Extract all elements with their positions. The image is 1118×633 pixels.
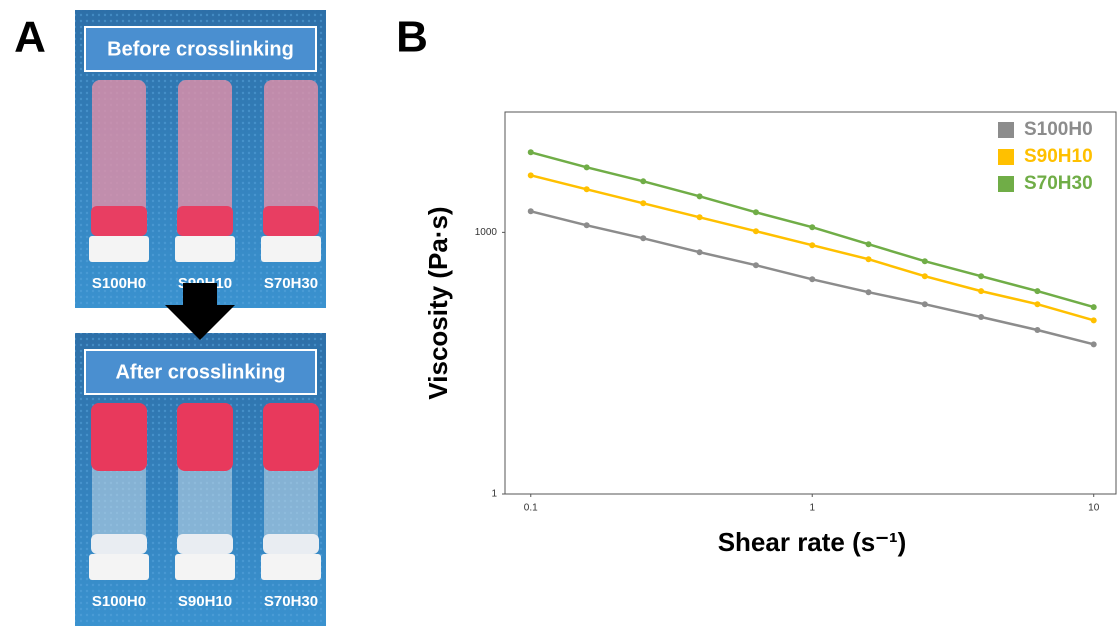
- gel: [177, 206, 233, 236]
- sample-label: S100H0: [92, 275, 146, 292]
- panel-label: B: [396, 13, 428, 62]
- point: [1034, 326, 1041, 333]
- point: [1090, 304, 1097, 311]
- legend-swatch: [998, 149, 1014, 165]
- point: [583, 164, 590, 171]
- point: [809, 224, 816, 231]
- point: [865, 241, 872, 248]
- point: [978, 314, 985, 321]
- point: [640, 235, 647, 242]
- sample-label: S70H30: [264, 275, 318, 292]
- arrow: [165, 283, 235, 340]
- cap: [261, 554, 321, 580]
- point: [1090, 341, 1097, 348]
- gel: [263, 403, 319, 471]
- gel: [264, 80, 318, 236]
- panel-label: A: [14, 13, 46, 62]
- cap: [261, 236, 321, 262]
- vial-bottom: [263, 534, 319, 554]
- x-tick-label: 0.1: [524, 503, 538, 514]
- point: [752, 209, 759, 216]
- point: [1034, 288, 1041, 295]
- point: [809, 276, 816, 283]
- gel: [92, 80, 146, 236]
- point: [865, 289, 872, 296]
- sample-label: S100H0: [92, 593, 146, 610]
- photo-title-box: [84, 349, 317, 395]
- x-axis-title: Shear rate (s⁻¹): [718, 527, 907, 557]
- point: [527, 149, 534, 156]
- point: [527, 172, 534, 179]
- y-tick-label: 1: [491, 489, 497, 500]
- sample-label: S70H30: [264, 593, 318, 610]
- point: [752, 228, 759, 235]
- point: [583, 222, 590, 229]
- x-tick-label: 10: [1088, 503, 1100, 514]
- vial-bottom: [91, 534, 147, 554]
- legend-swatch: [998, 122, 1014, 138]
- y-tick-label: 1000: [475, 227, 498, 238]
- x-tick-label: 1: [809, 503, 815, 514]
- gel: [263, 206, 319, 236]
- point: [865, 256, 872, 263]
- point: [978, 288, 985, 295]
- point: [921, 258, 928, 265]
- point: [1034, 301, 1041, 308]
- cap: [89, 236, 149, 262]
- point: [696, 249, 703, 256]
- vial-bottom: [177, 534, 233, 554]
- point: [921, 301, 928, 308]
- point: [978, 273, 985, 280]
- photos: Before crosslinking S100H0 S90H10 S70H30 Aft…: [75, 10, 326, 626]
- y-axis-title: Viscosity (Pa·s): [423, 206, 453, 399]
- cap: [175, 236, 235, 262]
- cap: [175, 554, 235, 580]
- point: [696, 214, 703, 221]
- legend-swatch: [998, 176, 1014, 192]
- sample-label: S90H10: [178, 593, 232, 610]
- point: [583, 186, 590, 193]
- photo-title: Before crosslinking: [107, 38, 294, 60]
- gel: [178, 80, 232, 236]
- point: [921, 273, 928, 280]
- photo-title-box: [84, 26, 317, 72]
- point: [527, 208, 534, 215]
- point: [640, 200, 647, 207]
- legend-label: S70H30: [1024, 173, 1093, 194]
- photo-title: After crosslinking: [115, 361, 285, 383]
- legend-label: S100H0: [1024, 119, 1093, 140]
- point: [1090, 317, 1097, 324]
- plot-frame: [504, 111, 1117, 495]
- point: [809, 242, 816, 249]
- point: [752, 262, 759, 269]
- legend-label: S90H10: [1024, 146, 1093, 167]
- gel: [177, 403, 233, 471]
- point: [640, 178, 647, 185]
- cap: [89, 554, 149, 580]
- gel: [91, 403, 147, 471]
- gel: [91, 206, 147, 236]
- point: [696, 193, 703, 200]
